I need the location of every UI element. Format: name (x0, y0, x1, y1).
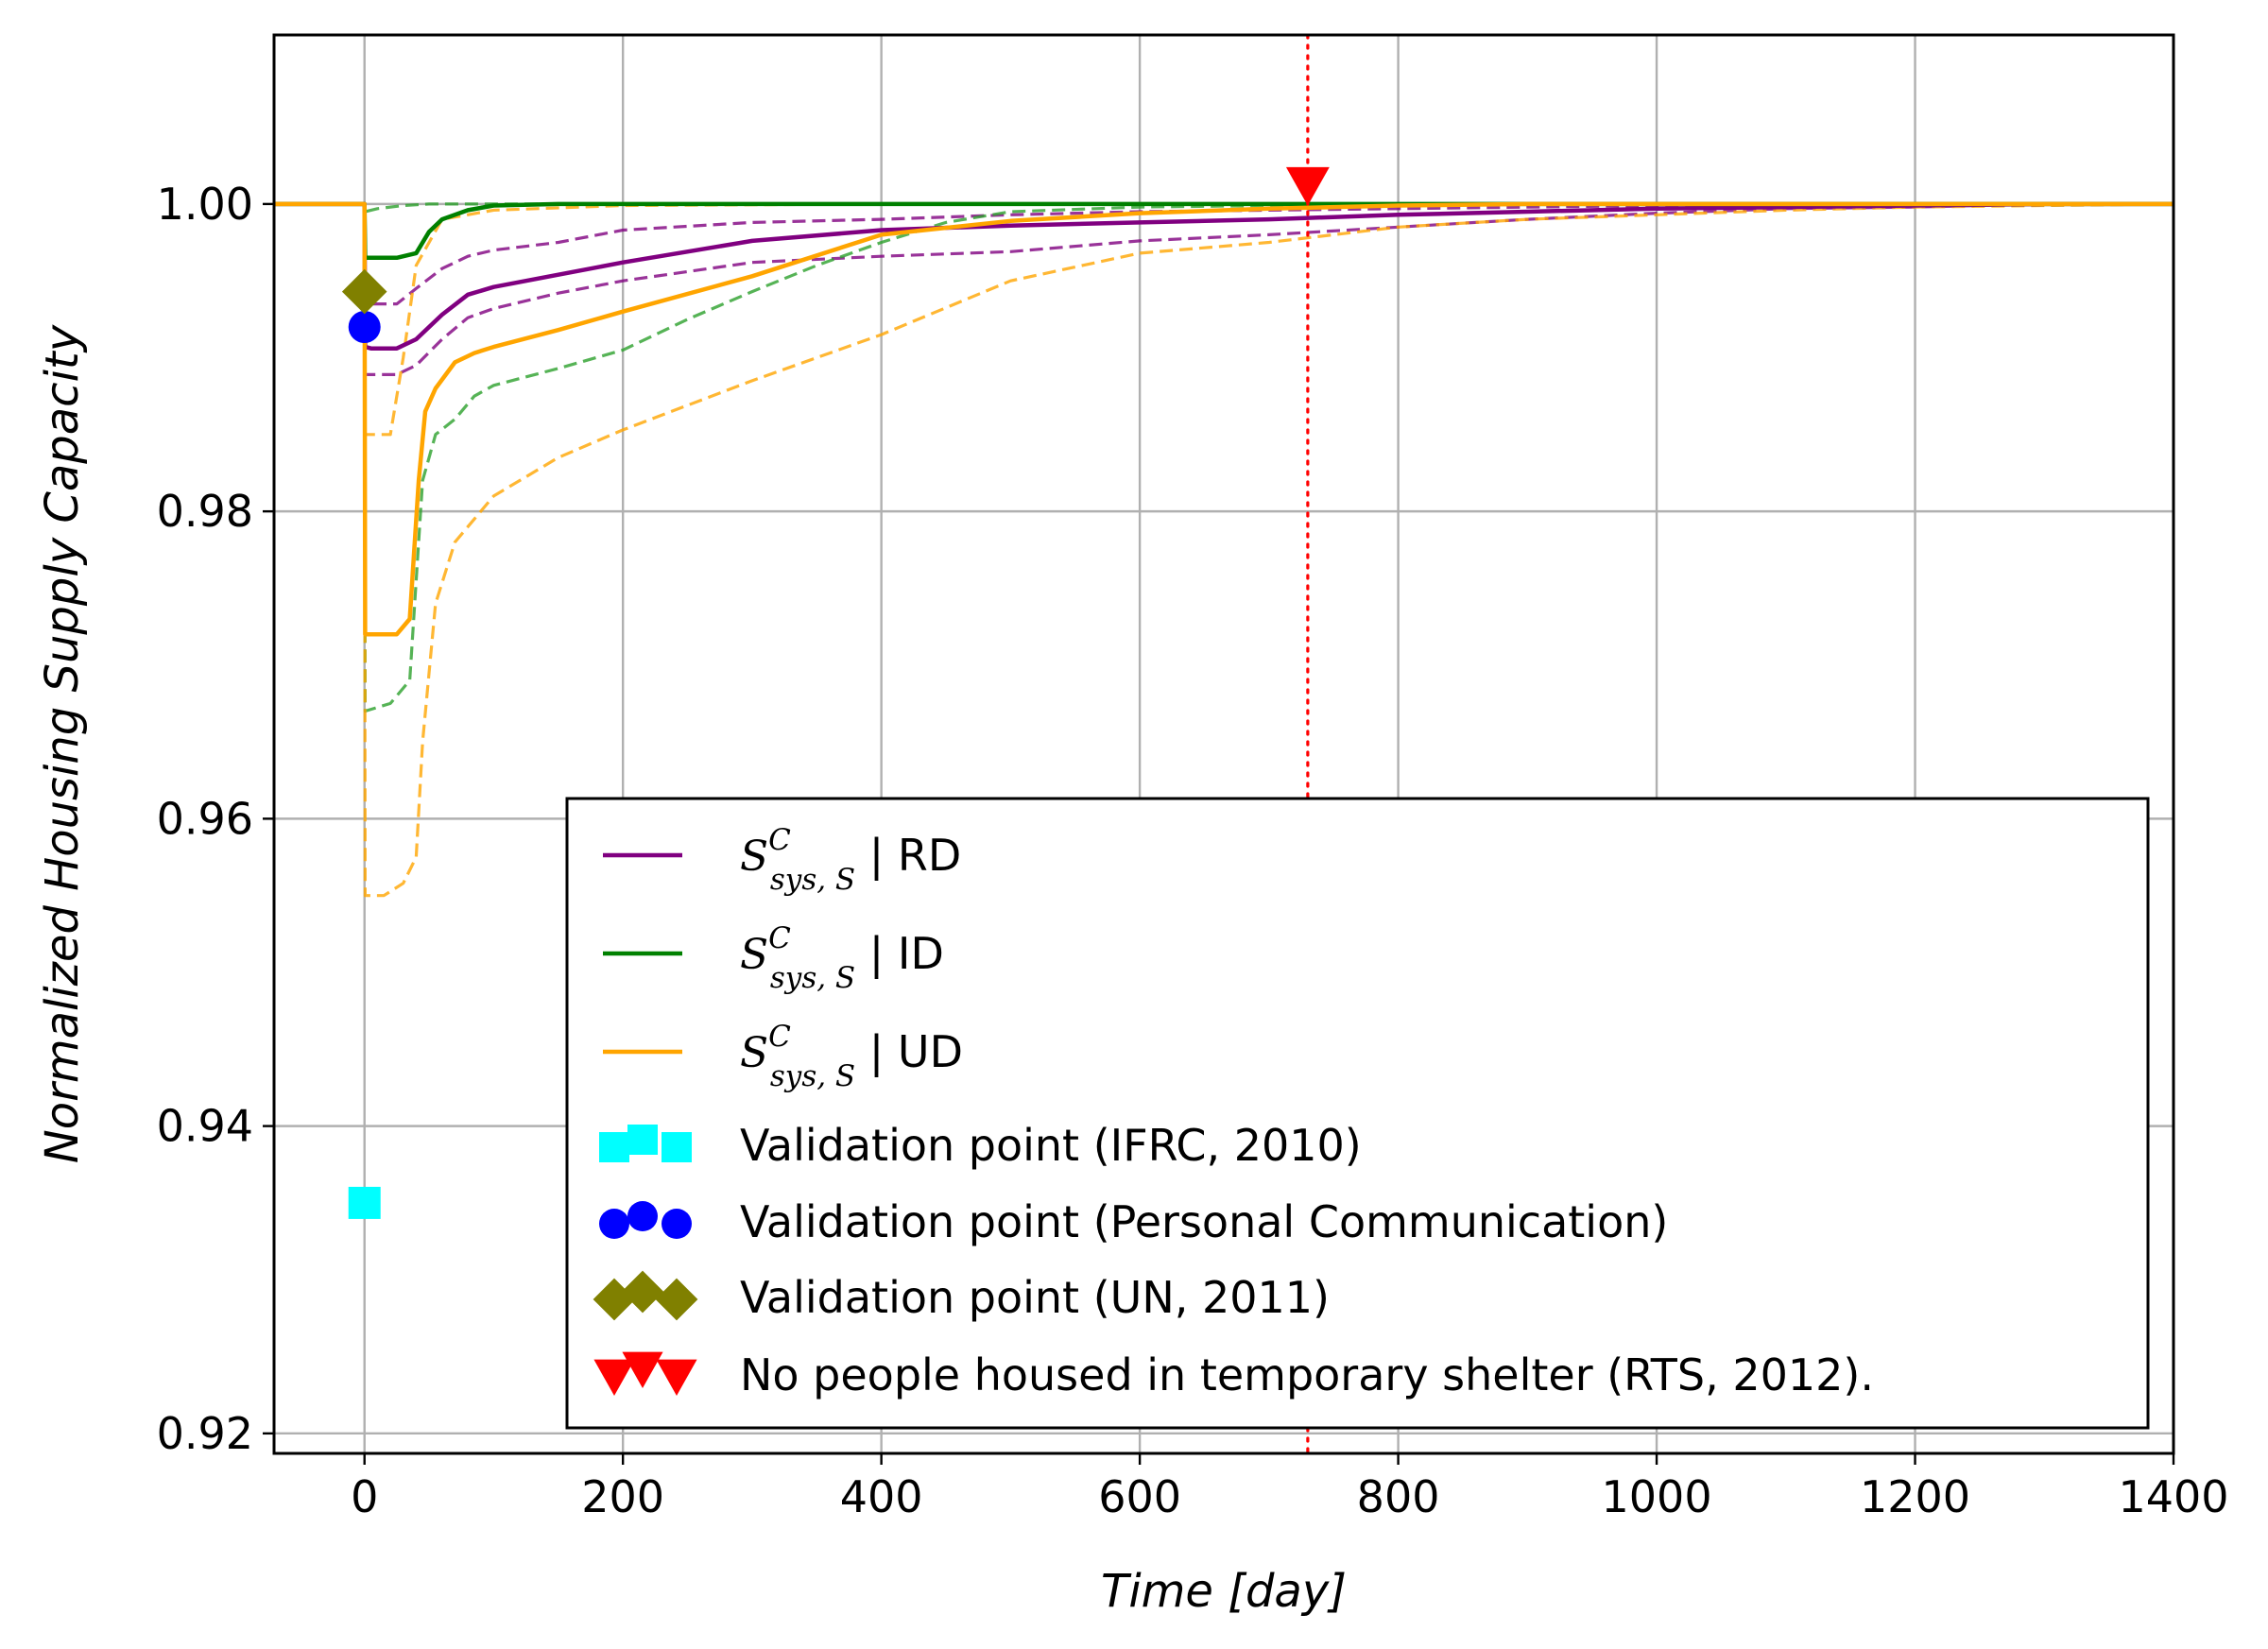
x-tick-label: 800 (1357, 1471, 1440, 1522)
x-tick-label: 1200 (1860, 1471, 1970, 1522)
legend-label: SC sys, S | ID (740, 921, 944, 995)
legend-swatch-triangle-down (593, 1359, 635, 1396)
series-line-rd-lower-bound (274, 202, 2174, 376)
series-line-ud-upper-bound (274, 202, 2174, 437)
series-line-id-lower-bound (274, 202, 2174, 713)
x-tick-label: 1400 (2118, 1471, 2228, 1522)
legend-swatch-square (627, 1125, 658, 1155)
plot-area (274, 35, 2174, 1453)
series-line-rd (274, 201, 2174, 351)
legend-swatch-diamond (655, 1278, 698, 1321)
x-tick-label: 0 (351, 1471, 378, 1522)
legend-swatch-square (662, 1132, 692, 1162)
data-point-diamond (341, 268, 387, 315)
legend-swatch-circle (599, 1209, 629, 1239)
axis-ticks: 0 200 400 600 800 1000 1200 1400 0.92 0.94 0.96 0.9… (157, 179, 2229, 1522)
series-line-ud-lower-bound (274, 202, 2174, 898)
legend-swatch-triangle-down (622, 1351, 663, 1388)
y-tick-label: 1.00 (157, 179, 253, 230)
legend-label: Validation point (IFRC, 2010) (740, 1120, 1362, 1171)
legend-label: SC sys, S | RD (740, 823, 961, 897)
x-tick-label: 200 (581, 1471, 664, 1522)
data-point-triangle-down (1285, 166, 1330, 206)
legend-label: No people housed in temporary shelter (R… (740, 1349, 1874, 1400)
y-tick-label: 0.92 (157, 1408, 253, 1459)
y-tick-label: 0.98 (157, 486, 253, 537)
x-tick-label: 1000 (1602, 1471, 1712, 1522)
x-axis-label: Time [day] (1101, 1565, 1347, 1618)
data-point-square (348, 1186, 381, 1219)
y-tick-label: 0.96 (157, 793, 253, 844)
data-point-circle (348, 310, 381, 343)
x-tick-label: 600 (1098, 1471, 1181, 1522)
x-tick-label: 400 (840, 1471, 923, 1522)
legend-label: Validation point (Personal Communication… (740, 1196, 1668, 1247)
series-line-ud (274, 201, 2174, 637)
legend-label: SC sys, S | UD (740, 1020, 963, 1093)
legend-swatch-triangle-down (656, 1359, 697, 1396)
legend-swatch-diamond (621, 1270, 664, 1314)
plot-frame (272, 33, 2175, 1455)
y-tick-label: 0.94 (157, 1101, 253, 1152)
legend-box (565, 797, 2150, 1430)
legend: SC sys, S | RD SC sys, S | ID SC sys, S | UD V… (565, 797, 2150, 1430)
legend-label: Validation point (UN, 2011) (740, 1272, 1330, 1323)
validation-markers (341, 166, 1330, 1219)
legend-swatch-circle (627, 1201, 658, 1231)
legend-swatch-square (599, 1132, 629, 1162)
legend-swatch-circle (662, 1209, 692, 1239)
y-axis-label: Normalized Housing Supply Capacity (36, 324, 89, 1163)
